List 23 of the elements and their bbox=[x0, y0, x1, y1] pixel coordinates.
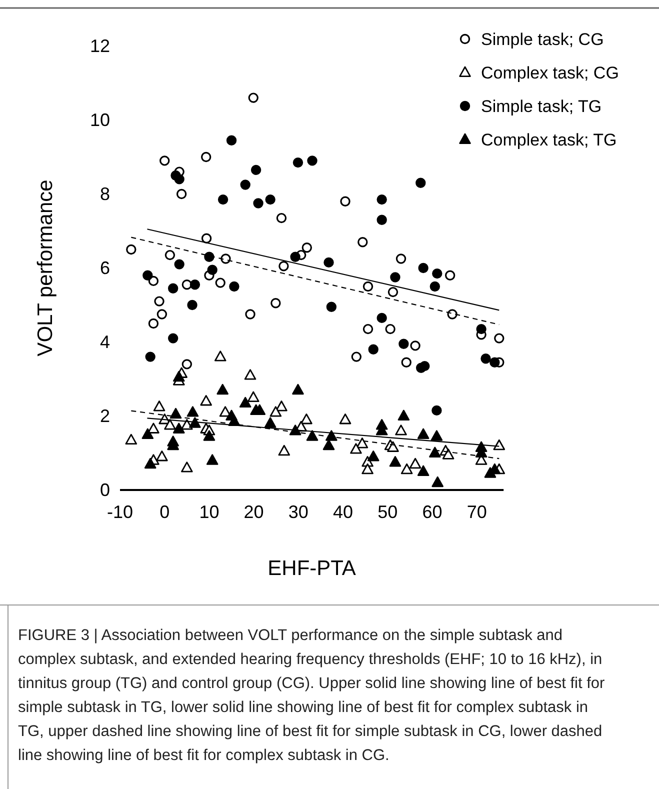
legend-label: Complex task; CG bbox=[481, 64, 619, 82]
y-axis-title: VOLT performance bbox=[34, 180, 57, 356]
y-tick-label: 10 bbox=[90, 110, 110, 130]
x-axis-title: EHF-PTA bbox=[268, 557, 356, 580]
x-tick-label: 30 bbox=[288, 502, 308, 522]
x-tick-label: 10 bbox=[199, 502, 220, 522]
legend-label: Complex task; TG bbox=[481, 130, 617, 150]
x-tick-label: 50 bbox=[378, 502, 398, 522]
y-tick-label: 8 bbox=[100, 184, 110, 204]
y-tick-label: 0 bbox=[100, 480, 110, 500]
legend-label: Simple task; CG bbox=[481, 30, 604, 49]
y-tick-label: 4 bbox=[100, 332, 110, 352]
legend-label: Simple task; TG bbox=[481, 97, 602, 116]
x-tick-label: 0 bbox=[160, 502, 170, 522]
x-tick-label: 70 bbox=[466, 502, 487, 522]
y-tick-label: 12 bbox=[90, 36, 110, 56]
y-tick-label: 6 bbox=[100, 258, 110, 278]
x-tick-label: 20 bbox=[244, 502, 264, 522]
x-tick-label: 40 bbox=[333, 502, 354, 522]
x-tick-label: -10 bbox=[106, 502, 134, 522]
x-tick-label: 60 bbox=[422, 502, 442, 522]
caption: FIGURE 3 | Association between VOLT performance on the simple subtask and complex subtask, and extended hearing frequency thresholds (EHF; 10 to 16 kHz), in tinnitus group (TG) and control group (CG). Upper solid line showing line of best fit for simple subtask in TG, lower solid line showing line of best fit for complex subtask in TG, upper dashed line showing line of best fit for simple subtask in CG, lower dashed line showing line of best fit for complex subtask in CG. bbox=[18, 627, 605, 764]
y-tick-label: 2 bbox=[100, 406, 110, 426]
